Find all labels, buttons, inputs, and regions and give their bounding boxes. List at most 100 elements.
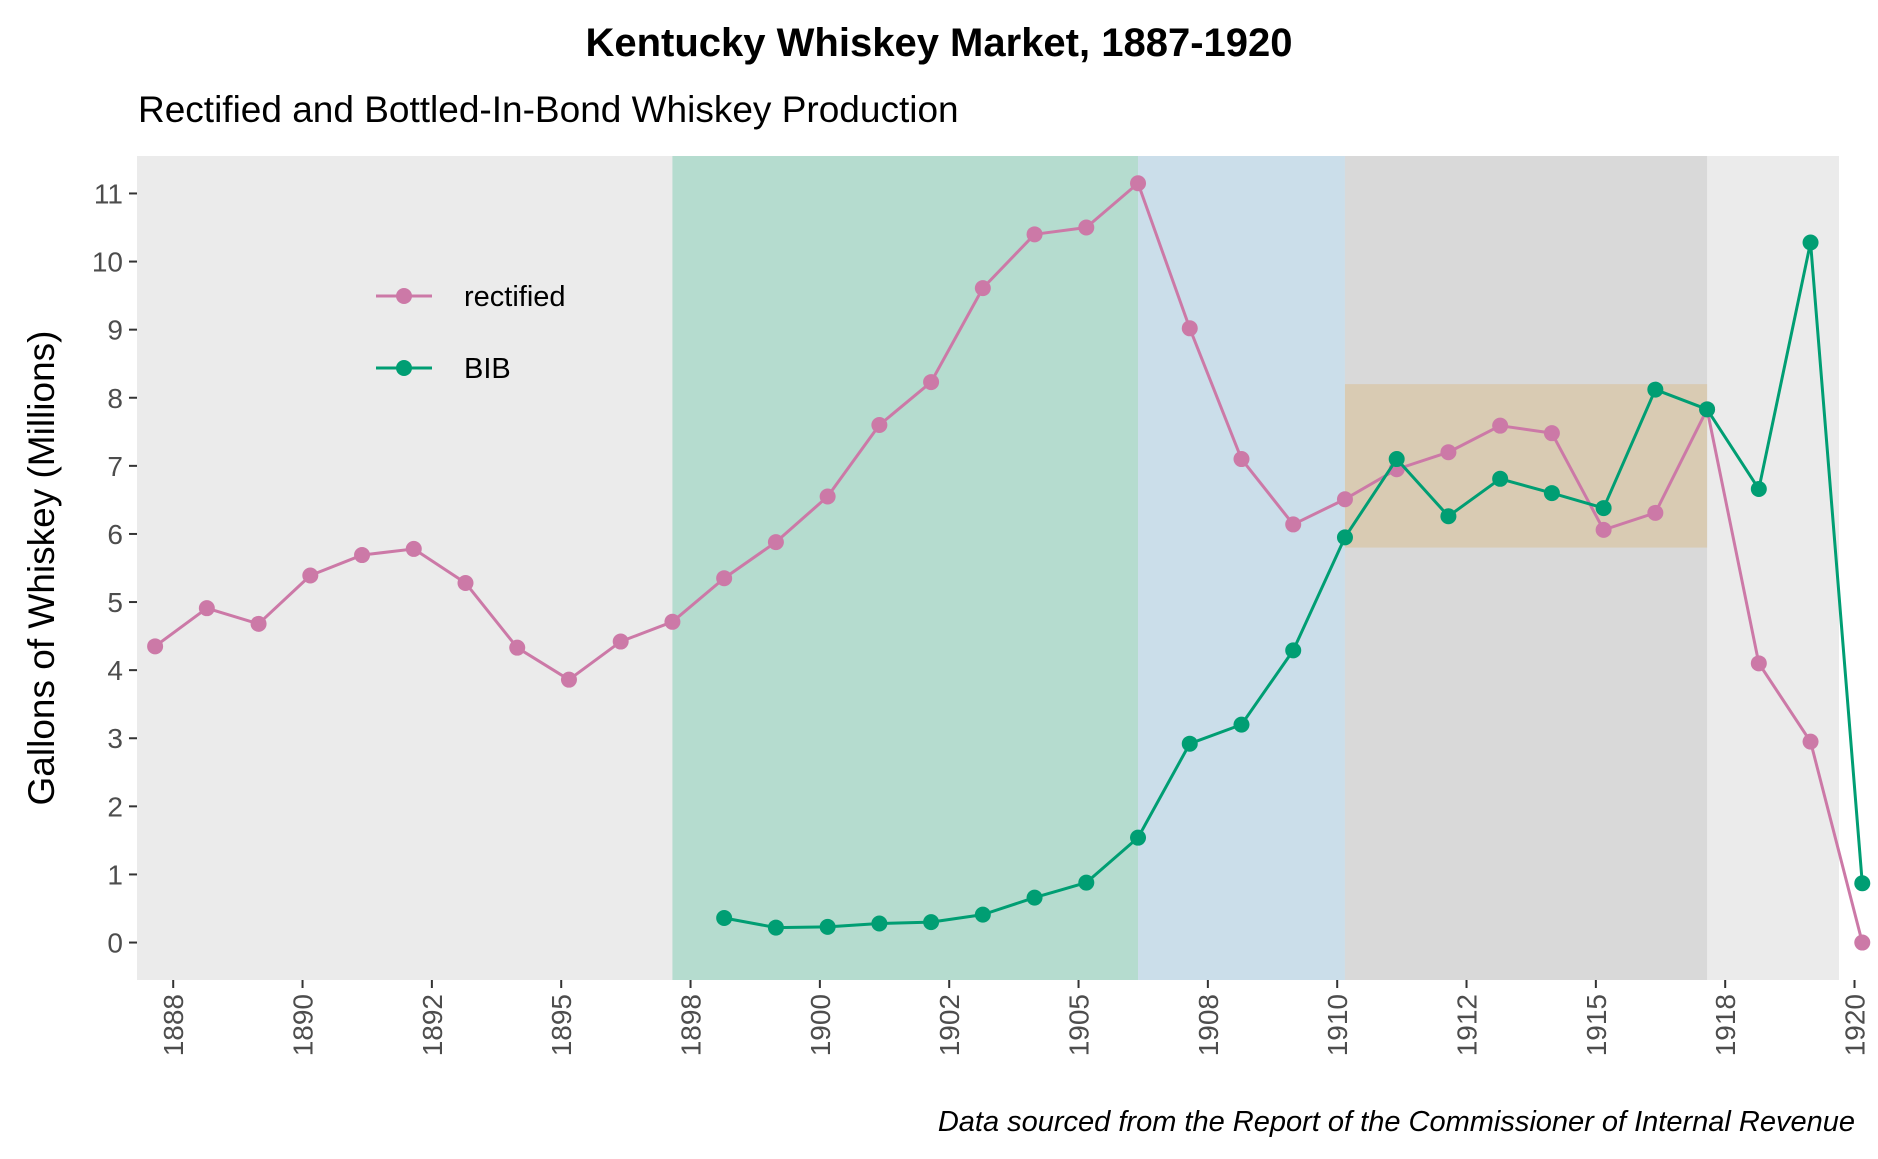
data-point-rectified: [1543, 425, 1560, 442]
data-point-rectified: [819, 488, 836, 505]
data-point-rectified: [1647, 504, 1664, 521]
data-point-rectified: [1026, 226, 1043, 243]
y-tick-label: 11: [94, 178, 123, 209]
data-point-rectified: [1078, 219, 1095, 236]
data-point-bib: [1078, 874, 1095, 891]
data-point-bib: [1388, 451, 1405, 468]
x-tick-label: 1890: [288, 994, 319, 1056]
data-point-bib: [1595, 500, 1612, 517]
data-point-rectified: [664, 613, 681, 630]
data-point-rectified: [354, 547, 371, 564]
chart-title: Kentucky Whiskey Market, 1887-1920: [585, 21, 1292, 65]
data-point-rectified: [405, 540, 422, 557]
data-point-rectified: [560, 671, 577, 688]
data-point-bib: [716, 910, 733, 927]
data-point-rectified: [1233, 451, 1250, 468]
y-tick-label: 6: [107, 519, 123, 550]
data-point-rectified: [923, 374, 940, 391]
x-tick-label: 1918: [1710, 994, 1741, 1056]
data-point-rectified: [1440, 444, 1457, 461]
series-line-rectified: [154, 181, 1864, 943]
data-point-rectified: [1285, 516, 1302, 533]
data-point-bib: [819, 918, 836, 935]
y-tick-label: 2: [107, 791, 123, 822]
shaded-band-2: [1138, 156, 1345, 980]
data-point-bib: [923, 914, 940, 931]
data-point-bib: [1026, 889, 1043, 906]
data-point-bib: [1285, 642, 1302, 659]
data-point-bib: [1854, 875, 1871, 892]
axes: 0 1 2 3 4 5 6 7 8 9 10 11 1888 1890 1892 1895 1898 1900 19…: [92, 178, 1871, 1056]
y-tick-label: 4: [107, 655, 123, 686]
data-point-rectified: [302, 567, 319, 584]
data-point-bib: [1492, 470, 1509, 487]
data-point-rectified: [509, 639, 526, 656]
x-tick-label: 1895: [546, 994, 577, 1056]
x-tick-label: 1908: [1193, 994, 1224, 1056]
data-point-bib: [1699, 401, 1716, 418]
data-point-rectified: [1181, 320, 1198, 337]
legend: rectified BIB: [376, 281, 566, 385]
shaded-band-1: [672, 156, 1139, 980]
data-series: [147, 175, 1871, 951]
data-point-rectified: [871, 416, 888, 433]
data-point-rectified: [1802, 733, 1819, 750]
data-point-rectified: [457, 574, 474, 591]
data-point-rectified: [250, 615, 267, 632]
y-tick-label: 7: [107, 451, 123, 482]
data-point-rectified: [716, 570, 733, 587]
data-point-rectified: [1336, 491, 1353, 508]
legend-key-point: [396, 288, 412, 304]
series-bib: [716, 234, 1871, 936]
chart-caption: Data sourced from the Report of the Comm…: [938, 1106, 1855, 1138]
x-tick-label: 1912: [1452, 994, 1483, 1056]
data-point-rectified: [767, 534, 784, 551]
data-point-bib: [871, 915, 888, 932]
x-tick-label: 1905: [1064, 994, 1095, 1056]
data-point-bib: [1233, 716, 1250, 733]
chart-subtitle: Rectified and Bottled-In-Bond Whiskey Pr…: [138, 89, 959, 130]
x-tick-label: 1900: [805, 994, 836, 1056]
data-point-bib: [1440, 508, 1457, 525]
legend-item-rectified: rectified: [376, 281, 566, 313]
data-point-bib: [1181, 735, 1198, 752]
data-point-rectified: [1750, 655, 1767, 672]
data-point-rectified: [974, 280, 991, 297]
data-point-bib: [974, 906, 991, 923]
x-tick-label: 1902: [934, 994, 965, 1056]
shaded-periods: [672, 156, 1708, 980]
legend-label: rectified: [464, 281, 566, 313]
data-point-rectified: [1595, 521, 1612, 538]
data-point-rectified: [1130, 175, 1147, 192]
data-point-rectified: [612, 633, 629, 650]
data-point-bib: [1543, 485, 1560, 502]
x-tick-label: 1920: [1840, 994, 1871, 1056]
data-point-bib: [1130, 829, 1147, 846]
x-tick-label: 1898: [676, 994, 707, 1056]
y-tick-label: 1: [107, 859, 123, 890]
x-tick-label: 1910: [1322, 994, 1353, 1056]
data-point-bib: [1802, 234, 1819, 251]
x-tick-label: 1892: [417, 994, 448, 1056]
y-tick-label: 3: [107, 723, 123, 754]
shaded-band-3: [1344, 156, 1708, 980]
y-tick-label: 10: [92, 247, 123, 278]
y-tick-label: 9: [107, 315, 123, 346]
data-point-rectified: [1854, 934, 1871, 951]
data-point-rectified: [198, 600, 215, 617]
y-tick-label: 5: [107, 587, 123, 618]
y-tick-label: 0: [107, 928, 123, 959]
legend-label: BIB: [464, 353, 511, 385]
data-point-bib: [1647, 381, 1664, 398]
x-tick-label: 1888: [158, 994, 189, 1056]
data-point-bib: [1750, 481, 1767, 498]
y-axis-label: Gallons of Whiskey (Millions): [21, 331, 62, 806]
legend-item-bib: BIB: [376, 353, 511, 385]
data-point-rectified: [1492, 417, 1509, 434]
legend-key-point: [396, 360, 412, 376]
data-point-bib: [1336, 529, 1353, 546]
y-tick-label: 8: [107, 383, 123, 414]
data-point-rectified: [147, 638, 164, 655]
data-point-bib: [767, 919, 784, 936]
